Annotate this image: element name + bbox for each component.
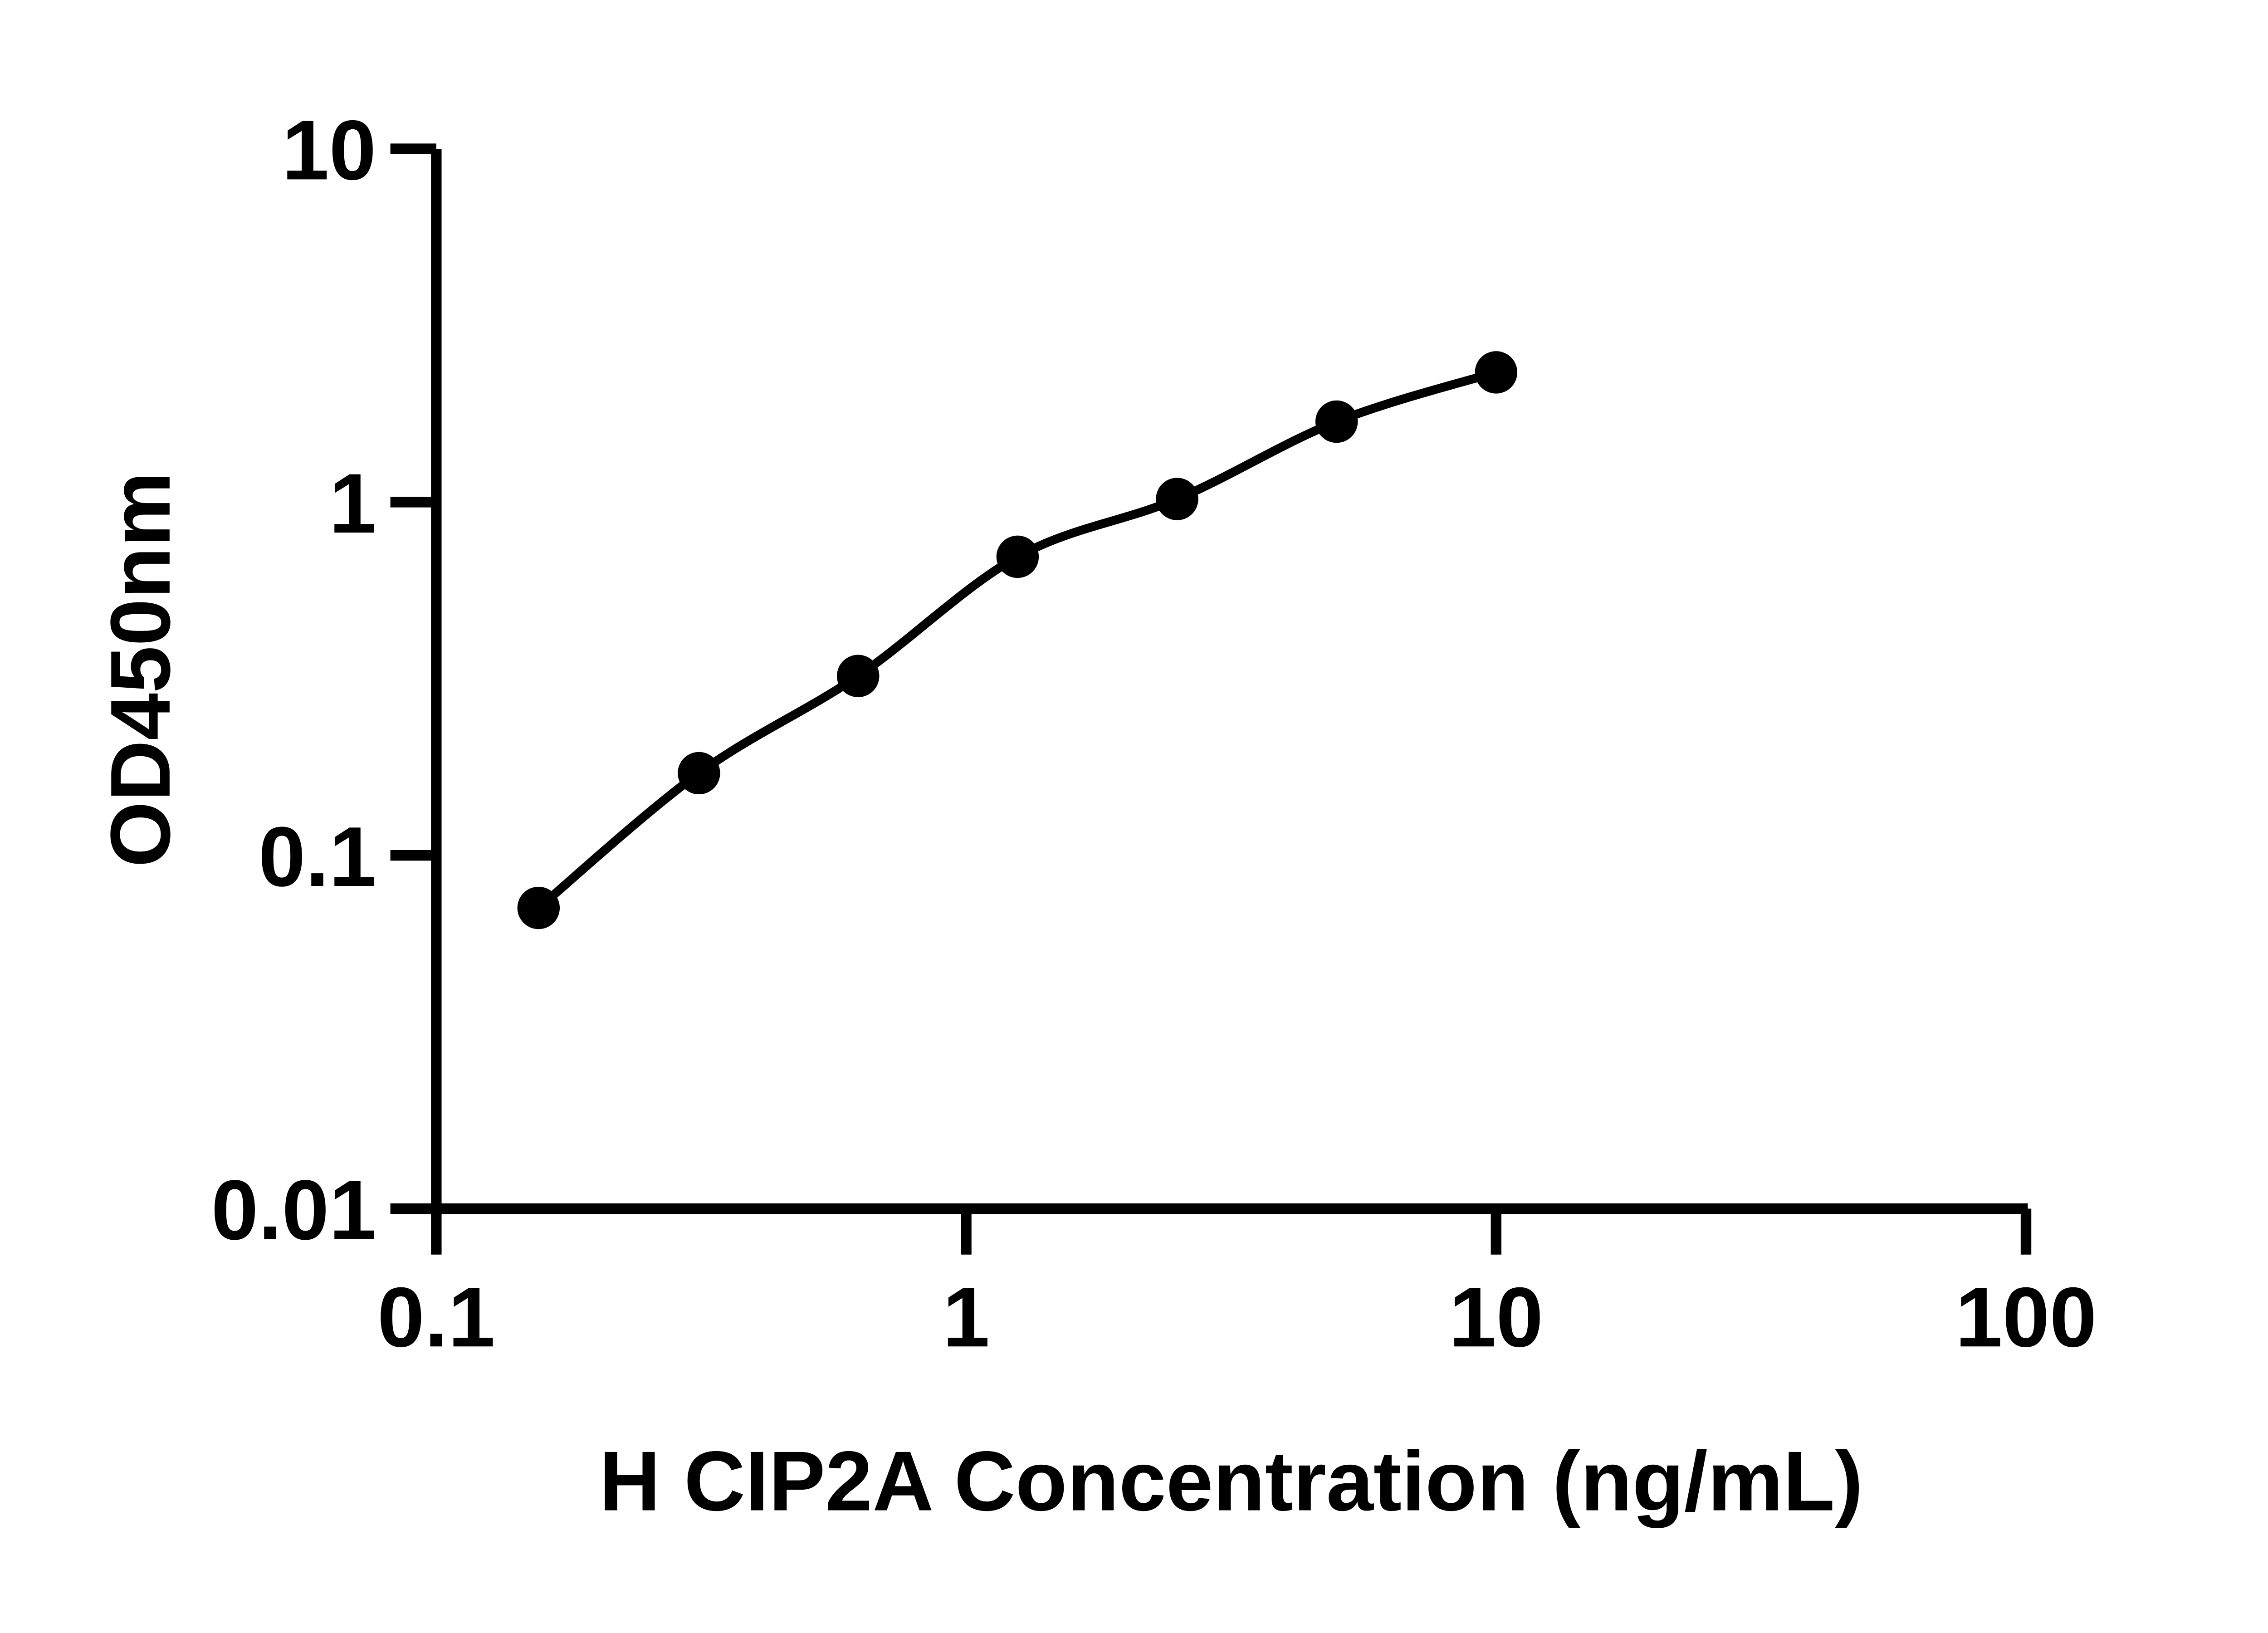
elisa-standard-curve-figure: 10 1 0.1 0.01 0.1 1 10 100 H CIP2A Concentratio… [93,103,2097,1529]
data-point [1156,478,1198,520]
y-tick-label: 0.1 [259,809,376,904]
data-point [1475,351,1518,394]
fit-curve [536,368,1498,912]
y-tick-label: 10 [282,103,376,197]
data-point [996,535,1039,578]
x-tick-label: 0.1 [377,1270,495,1364]
y-axis-title: OD450nm [93,472,188,868]
y-tick-label: 0.01 [211,1163,376,1257]
x-tick-label: 1 [943,1270,990,1364]
x-axis-title: H CIP2A Concentration (ng/mL) [599,1433,1863,1528]
x-tick-label: 10 [1449,1270,1543,1364]
y-tick-label: 1 [329,456,376,551]
data-point [837,655,880,697]
data-point [678,752,720,795]
data-point [1315,400,1358,443]
data-point [517,886,560,929]
x-tick-label: 100 [1955,1270,2097,1364]
